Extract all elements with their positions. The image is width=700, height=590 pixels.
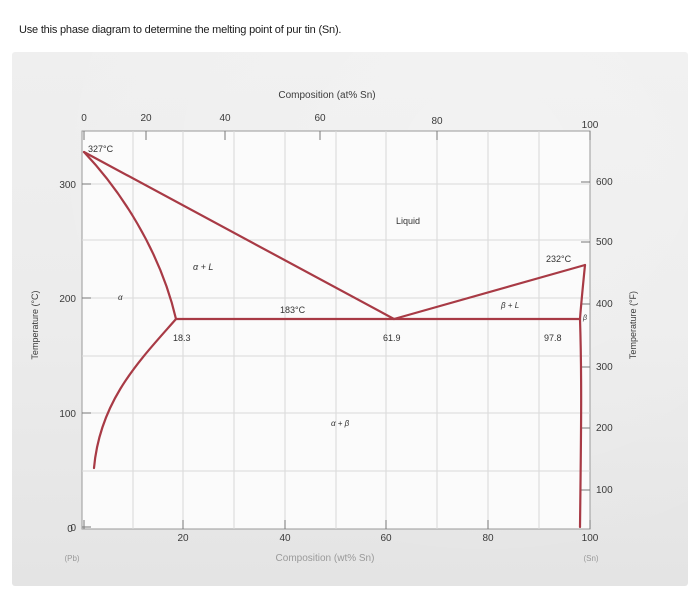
- phase-label-liquid: Liquid: [396, 216, 420, 226]
- phase-label-beta: β: [582, 315, 587, 322]
- bottom-axis-ticks: [83, 520, 591, 529]
- liquidus-right: [392, 263, 587, 321]
- right-axis-ticks: [581, 181, 590, 491]
- bottom-tick-60: 60: [380, 533, 392, 544]
- annotation-sn-melting: 232°C: [546, 254, 572, 264]
- left-tick-0: 0: [70, 523, 76, 534]
- annotation-pb-melting: 327°C: [88, 144, 114, 154]
- left-tick-300: 300: [59, 180, 76, 191]
- left-axis-title: Temperature (°C): [30, 290, 40, 359]
- top-tick-80: 80: [431, 116, 443, 127]
- bottom-tick-20: 20: [177, 533, 189, 544]
- left-axis-ticks: [82, 183, 91, 528]
- solidus-left: [82, 150, 178, 321]
- right-tick-300: 300: [596, 362, 613, 373]
- left-tick-100: 100: [59, 409, 76, 420]
- bottom-tick-100: 100: [582, 533, 599, 544]
- bottom-left-label: (Pb): [64, 554, 79, 563]
- right-tick-400: 400: [596, 299, 613, 310]
- liquidus-left: [82, 150, 396, 321]
- bottom-axis-title: Composition (wt% Sn): [276, 553, 375, 564]
- bottom-tick-0: 0: [67, 524, 73, 535]
- top-tick-100: 100: [582, 120, 599, 131]
- annotation-eutectic-temp: 183°C: [280, 305, 306, 315]
- top-axis-title: Composition (at% Sn): [278, 90, 375, 101]
- annotation-eutectic-comp: 61.9: [383, 333, 401, 343]
- top-tick-20: 20: [140, 113, 152, 124]
- right-tick-500: 500: [596, 237, 613, 248]
- top-tick-40: 40: [219, 113, 231, 124]
- horizontal-gridlines: [82, 183, 590, 472]
- annotation-alpha-solubility: 18.3: [173, 333, 191, 343]
- solvus-left: [92, 317, 178, 470]
- annotation-beta-solubility: 97.8: [544, 333, 562, 343]
- phase-label-beta-liquid: β + L: [500, 301, 519, 310]
- right-tick-200: 200: [596, 423, 613, 434]
- right-tick-100: 100: [596, 485, 613, 496]
- right-tick-600: 600: [596, 177, 613, 188]
- bottom-tick-40: 40: [279, 533, 291, 544]
- top-tick-60: 60: [314, 113, 326, 124]
- phase-label-alpha-liquid: α + L: [193, 262, 213, 272]
- phase-label-alpha: α: [118, 293, 123, 302]
- question-text: Use this phase diagram to determine the …: [19, 24, 342, 36]
- solvus-right: [578, 317, 583, 529]
- phase-boundaries: [82, 150, 587, 529]
- top-axis-ticks: [83, 131, 591, 140]
- bottom-tick-80: 80: [482, 533, 494, 544]
- left-tick-200: 200: [59, 294, 76, 305]
- right-axis-title: Temperature (°F): [628, 291, 638, 359]
- phase-label-alpha-beta: α + β: [331, 419, 350, 428]
- top-tick-0: 0: [81, 113, 87, 124]
- solidus-right: [578, 263, 587, 321]
- vertical-gridlines: [132, 131, 540, 529]
- bottom-right-label: (Sn): [583, 554, 598, 563]
